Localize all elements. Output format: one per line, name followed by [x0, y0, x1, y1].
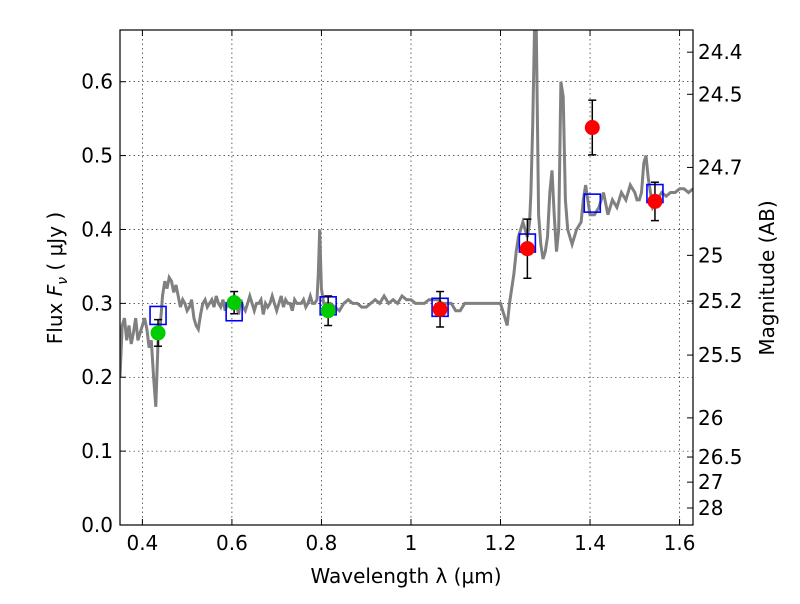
y-tick-label: 0.5: [81, 144, 113, 168]
y-tick-label: 0.6: [81, 70, 113, 94]
y2-axis-title: Magnitude (AB): [755, 200, 779, 355]
model-spectrum-line: [120, 30, 693, 407]
axis-ticks: [120, 30, 693, 526]
x-tick-label: 1: [405, 531, 418, 555]
y2-tick-label: 24.7: [698, 155, 743, 179]
y-axis-title-variable: F: [43, 284, 67, 296]
x-tick-label: 0.6: [216, 531, 248, 555]
y2-tick-label: 28: [698, 496, 723, 520]
red-point: [432, 301, 448, 317]
x-tick-label: 1.6: [664, 531, 696, 555]
plot-area: [120, 30, 693, 407]
y-axis-title-suffix: ( μJy ): [43, 212, 67, 277]
data-marks: [149, 99, 664, 347]
y2-tick-label: 27: [698, 470, 723, 494]
y2-tick-label: 25: [698, 243, 723, 267]
green-point: [226, 295, 242, 311]
grid: [120, 30, 693, 525]
y2-tick-label: 25.2: [698, 289, 743, 313]
red-point: [519, 241, 535, 257]
y2-tick-label: 26: [698, 406, 723, 430]
y2-tick-label: 24.5: [698, 82, 743, 106]
y-tick-label: 0.4: [81, 217, 113, 241]
x-tick-label: 0.8: [306, 531, 338, 555]
plot-frame: [119, 29, 694, 526]
x-tick-label: 1.4: [574, 531, 606, 555]
y-axis-title-subscript: ν: [55, 277, 71, 285]
y2-tick-label: 24.4: [698, 40, 743, 64]
x-tick-label: 0.4: [126, 531, 158, 555]
y2-tick-label: 26.5: [698, 445, 743, 469]
y-tick-label: 0.2: [81, 365, 113, 389]
y-tick-label: 0.1: [81, 439, 113, 463]
y-axis-title-prefix: Flux: [43, 296, 67, 344]
x-axis-title: Wavelength λ (μm): [310, 564, 501, 588]
tick-labels: 0.4 0.6 0.8 1 1.2 1.4 1.6 0.0 0.1 0.2 0.3 0.4 0.5 0.6…: [81, 40, 742, 555]
y-tick-label: 0.3: [81, 291, 113, 315]
model-box: [583, 193, 602, 213]
green-point: [320, 303, 336, 319]
y2-tick-label: 25.5: [698, 343, 743, 367]
green-point: [150, 325, 166, 341]
red-point: [647, 193, 663, 209]
red-point: [584, 120, 600, 136]
y-axis-title: Flux Fν ( μJy ): [43, 212, 71, 344]
x-tick-label: 1.2: [485, 531, 517, 555]
y-tick-label: 0.0: [81, 513, 113, 537]
